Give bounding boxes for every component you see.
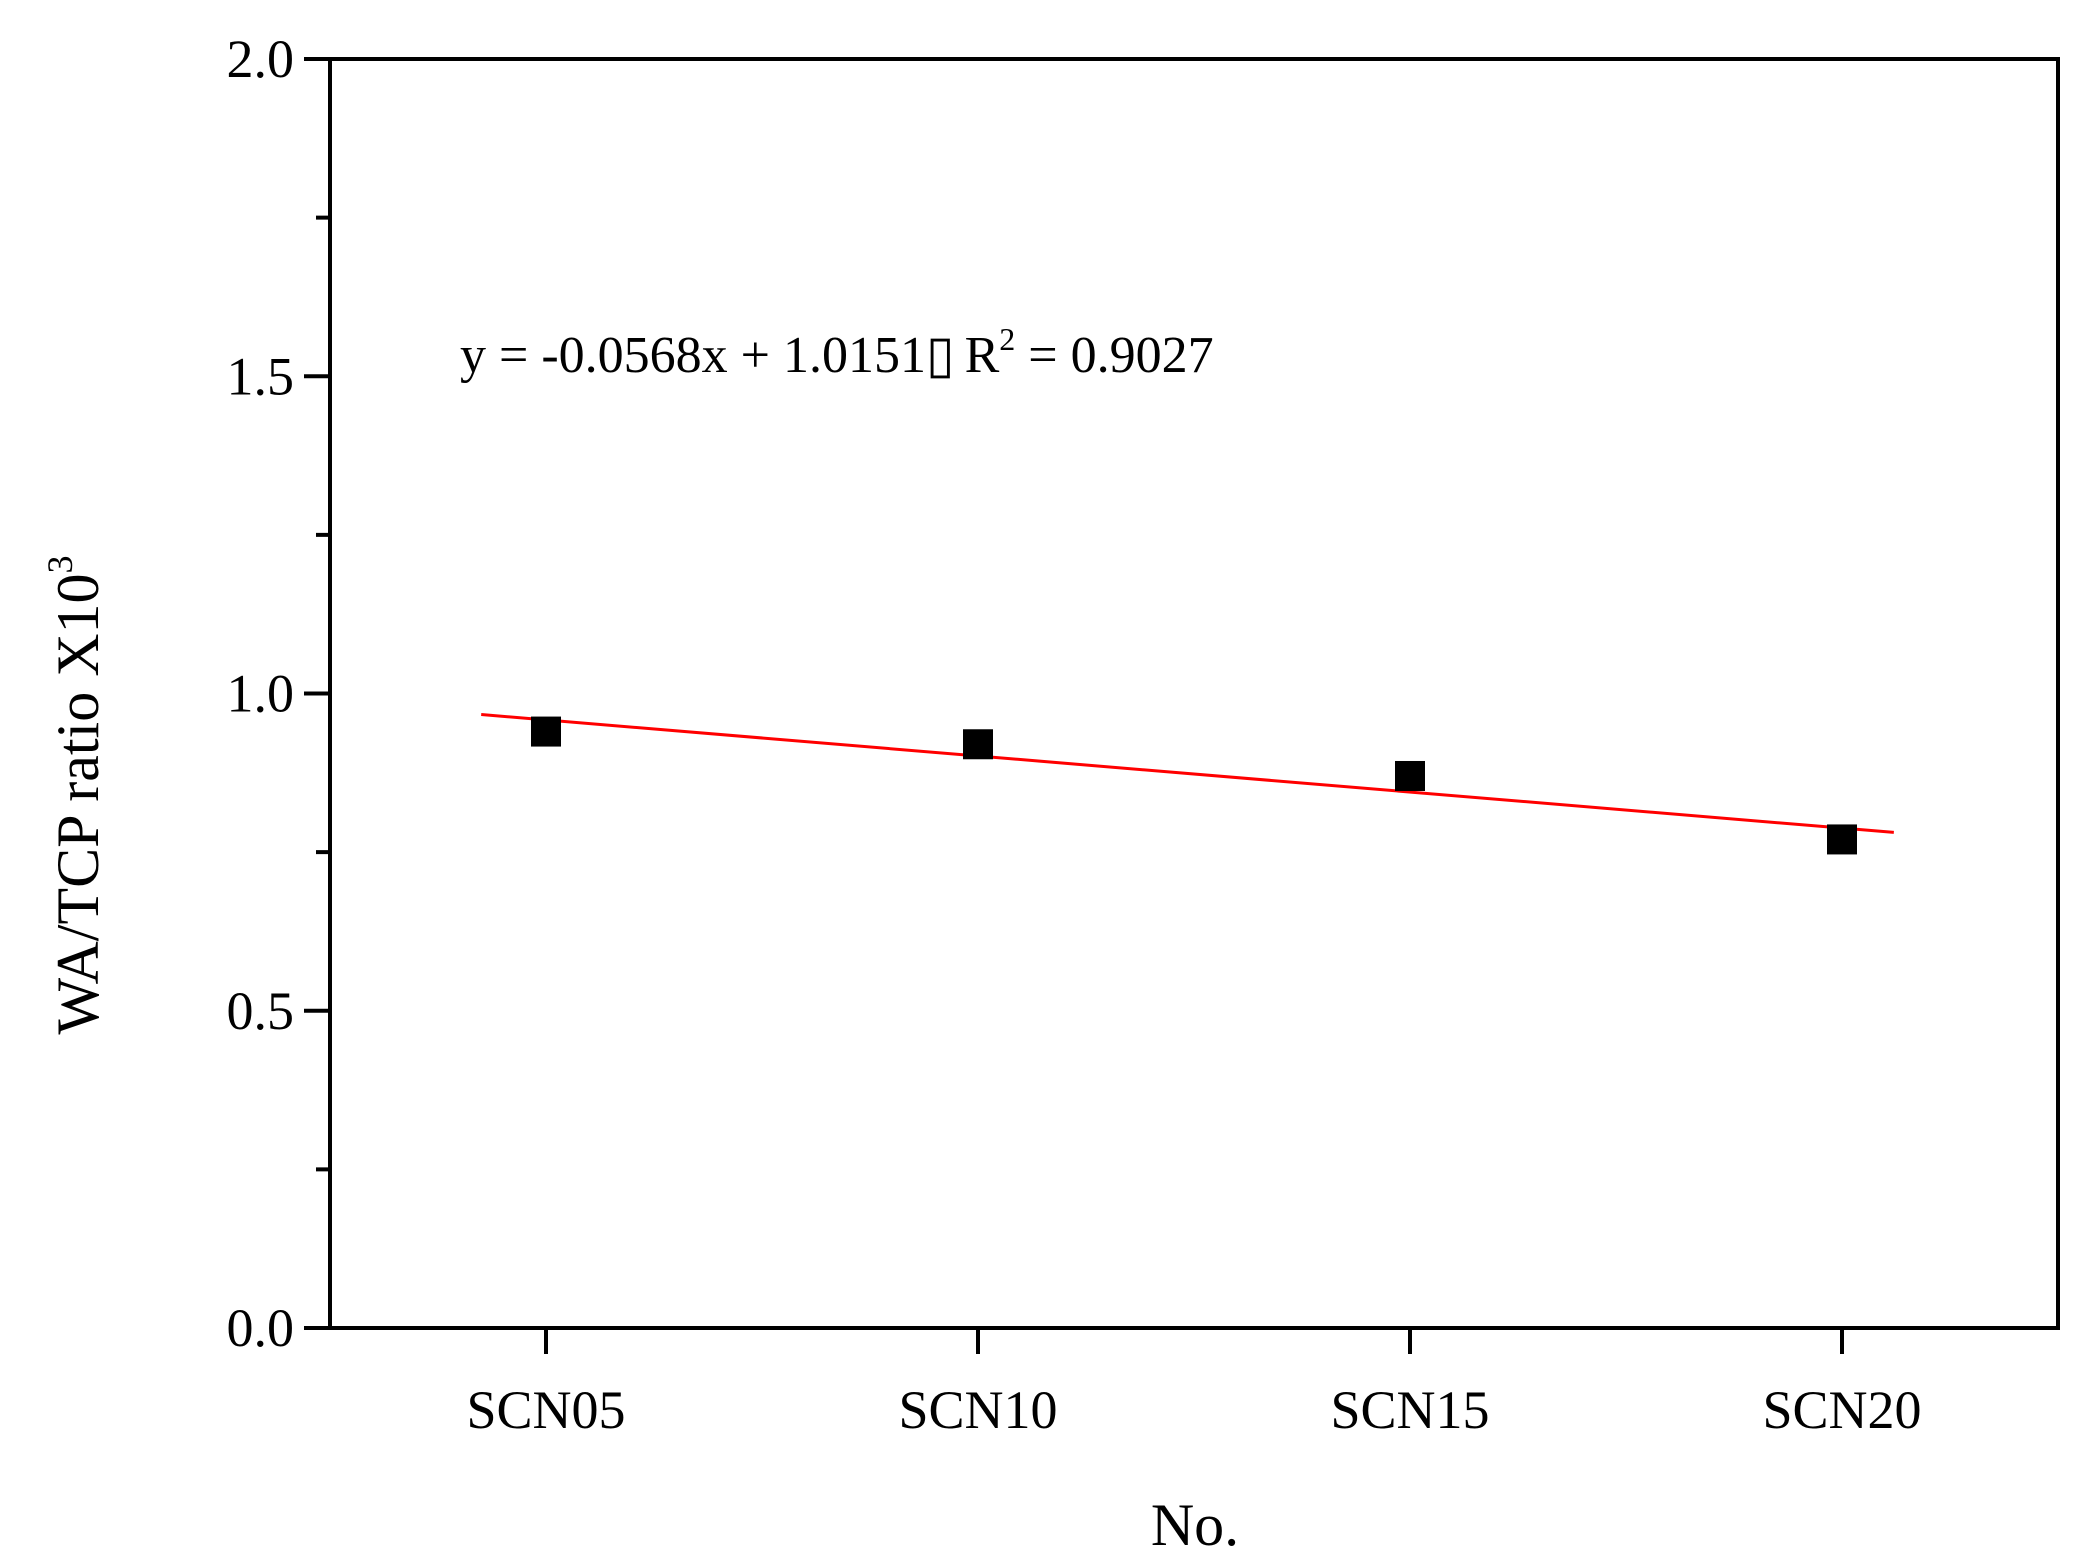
x-tick-label: SCN15 bbox=[1330, 1380, 1489, 1440]
data-point bbox=[531, 716, 561, 747]
data-point bbox=[1827, 824, 1857, 855]
axes bbox=[328, 57, 2060, 1330]
plot-frame bbox=[328, 57, 2060, 1330]
y-axis-title-superscript: 3 bbox=[40, 555, 80, 573]
x-tick-label: SCN10 bbox=[898, 1380, 1057, 1440]
y-tick-label: 1.0 bbox=[227, 664, 295, 724]
y-tick-label: 1.5 bbox=[227, 346, 295, 406]
y-tick-label: 2.0 bbox=[227, 29, 295, 89]
r2-prefix: R bbox=[965, 327, 1000, 384]
y-tick-label: 0.5 bbox=[227, 981, 295, 1041]
data-point bbox=[963, 729, 993, 760]
r2-value: = 0.9027 bbox=[1015, 327, 1213, 384]
x-tick-label: SCN05 bbox=[466, 1380, 625, 1440]
ticks: 0.0 0.5 1.0 1.5 2.0 SCN05 SCN10 SCN15 SCN20 bbox=[227, 29, 1922, 1440]
x-axis-title: No. bbox=[1151, 1492, 1239, 1558]
fit-line bbox=[481, 713, 1894, 834]
fit-equation: y = -0.0568x + 1.0151▯ R2 = 0.9027 bbox=[460, 321, 1214, 384]
x-tick-label: SCN20 bbox=[1762, 1380, 1921, 1440]
fit-equation-text: y = -0.0568x + 1.0151 bbox=[460, 327, 926, 384]
data-points bbox=[531, 716, 1857, 855]
y-tick-label: 0.0 bbox=[227, 1298, 295, 1358]
y-axis-title: WA/TCP ratio X103 bbox=[40, 555, 111, 1034]
y-axis-title-text: WA/TCP ratio X10 bbox=[45, 573, 111, 1034]
fit-separator: ▯ bbox=[926, 327, 955, 384]
data-point bbox=[1395, 760, 1425, 791]
fit-line-layer bbox=[481, 713, 1894, 834]
r2-superscript: 2 bbox=[999, 321, 1015, 357]
